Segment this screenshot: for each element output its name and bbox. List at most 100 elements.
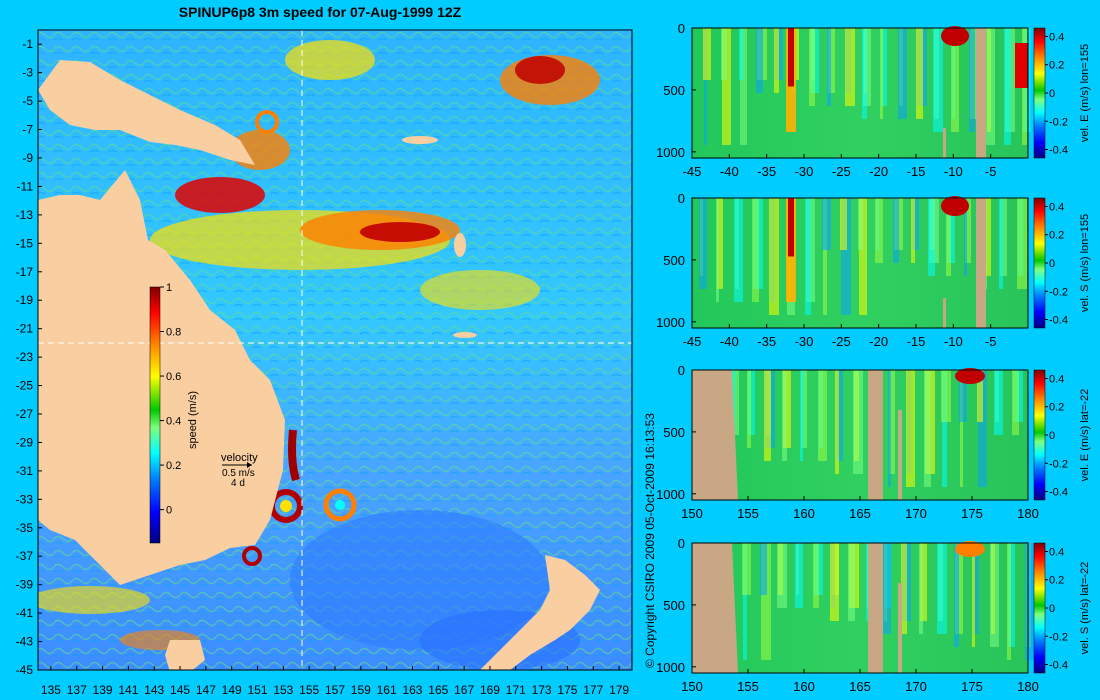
map-y-tick-label: -41	[16, 606, 34, 620]
map-y-tick-label: -29	[16, 435, 34, 449]
map-x-tick-label: 175	[557, 683, 577, 697]
section-x-tick-label: -15	[907, 334, 926, 349]
map-colorbar: 1 0.8 0.6 0.4 0.2 0 speed (m/s)	[149, 282, 199, 544]
map-y-tick-label: -17	[16, 265, 34, 279]
section-y-tick-label: 500	[663, 598, 685, 613]
map-colorbar-tick-label: 0.2	[166, 460, 181, 472]
section-colorbar-label: vel. E (m/s) lon=155	[1079, 44, 1091, 142]
section-x-tick-label: -25	[832, 164, 851, 179]
map-x-tick-label: 177	[583, 683, 603, 697]
map-x-tick-label: 153	[273, 683, 293, 697]
map-x-tick-label: 169	[480, 683, 500, 697]
map-x-tick-label: 141	[118, 683, 138, 697]
section-colorbar-tick-label: -0.4	[1049, 145, 1068, 157]
figure-title: SPINUP6p8 3m speed for 07-Aug-1999 12Z	[178, 4, 462, 20]
section-colorbar-tick-label: 0	[1049, 430, 1055, 442]
section-y-tick-label: 1000	[656, 315, 685, 330]
map-x-tick-label: 147	[196, 683, 216, 697]
section-land	[976, 198, 986, 328]
section-x-tick-label: -25	[832, 334, 851, 349]
section-colorbar-tick-label: 0.2	[1049, 402, 1064, 414]
map-y-tick-label: -11	[17, 179, 34, 193]
map-colorbar-tick-label: 0.8	[166, 327, 181, 339]
map-colorbar-tick-label: 0.4	[166, 416, 181, 428]
map-x-tick-label: 167	[454, 683, 474, 697]
map-x-tick-label: 143	[144, 683, 164, 697]
map-colorbar-tick-label: 0.6	[166, 371, 181, 383]
map-y-tick-label: -33	[16, 492, 34, 506]
map-x-tick-label: 155	[299, 683, 319, 697]
velocity-key-time: 4 d	[231, 478, 245, 489]
section-y-tick-label: 1000	[656, 487, 685, 502]
velocity-key-title: velocity	[221, 452, 258, 464]
section-x-tick-label: 155	[737, 506, 759, 521]
section-colorbar-tick-label: -0.2	[1049, 458, 1068, 470]
section-x-tick-label: -5	[985, 164, 997, 179]
map-y-tick-label: -25	[16, 379, 34, 393]
section-land	[976, 28, 986, 158]
map-y-tick-label: -3	[22, 66, 33, 80]
map-colorbar-label: speed (m/s)	[187, 391, 199, 449]
map-y-tick-label: -7	[22, 123, 33, 137]
section-x-tick-label: -20	[869, 164, 888, 179]
map-y-tick-label: -43	[16, 635, 34, 649]
map-y-axis: -1 -3 -5 -7 -9 -11 -13 -15 -17 -19 -21 -23 -25 -27 -29…	[16, 37, 42, 677]
section-x-tick-label: 150	[681, 506, 703, 521]
section-y-tick-label: 500	[663, 253, 685, 268]
section-colorbar-tick-label: 0	[1049, 258, 1055, 270]
section-x-tick-label: -35	[757, 164, 776, 179]
section-x-tick-label: 160	[793, 506, 815, 521]
section-x-tick-label: -5	[985, 334, 997, 349]
section-x-tick-label: 160	[793, 679, 815, 694]
map-x-tick-label: 165	[428, 683, 448, 697]
section-colorbar-label: vel. E (m/s) lat=-22	[1079, 389, 1091, 482]
map-y-tick-label: -31	[16, 464, 34, 478]
map-y-tick-label: -39	[16, 578, 34, 592]
map-y-tick-label: -13	[16, 208, 34, 222]
section-x-tick-label: -20	[869, 334, 888, 349]
section-colorbar-tick-label: -0.4	[1049, 487, 1068, 499]
section-y-tick-label: 0	[678, 191, 685, 206]
map-y-tick-label: -15	[16, 236, 34, 250]
section-x-tick-label: -15	[907, 164, 926, 179]
section-y-tick-label: 0	[678, 21, 685, 36]
map-x-tick-label: 179	[609, 683, 629, 697]
section-colorbar-tick-label: -0.2	[1049, 631, 1068, 643]
map-y-tick-label: -21	[16, 322, 34, 336]
map-y-tick-label: -27	[16, 407, 34, 421]
map-x-tick-label: 159	[351, 683, 371, 697]
section-y-tick-label: 500	[663, 83, 685, 98]
map-x-tick-label: 139	[93, 683, 113, 697]
map-x-tick-label: 151	[248, 683, 268, 697]
map-colorbar-tick-label: 1	[166, 282, 172, 294]
section-land	[692, 543, 738, 673]
land-new-guinea	[38, 60, 255, 165]
section-x-tick-label: -40	[720, 164, 739, 179]
section-land	[692, 370, 738, 500]
section-colorbar-tick-label: 0.2	[1049, 230, 1064, 242]
section-colorbar	[1033, 197, 1046, 329]
section-y-tick-label: 1000	[656, 145, 685, 160]
section-x-tick-label: -35	[757, 334, 776, 349]
map-panel: 135 137 139 141 143 145 147 149 151 153 155 157 159 1…	[16, 29, 633, 697]
section-y-tick-label: 1000	[656, 660, 685, 675]
section-x-tick-label: 165	[849, 679, 871, 694]
section-panel-1: 0 500 1000 -45 -40 -35 -30 -25 -20 -15 -10 -5 0.4 0.2…	[656, 21, 1091, 179]
section-x-tick-label: -45	[683, 164, 702, 179]
map-x-axis: 135 137 139 141 143 145 147 149 151 153 155 157 159 1…	[41, 666, 629, 697]
section-y-tick-label: 0	[678, 536, 685, 551]
map-x-tick-label: 135	[41, 683, 61, 697]
section-panel-4: 0 500 1000 150 155 160 165 170 175 180 0.4 0.2 0 -0.2…	[656, 536, 1091, 694]
land-australia	[38, 170, 285, 585]
map-x-tick-label: 173	[532, 683, 552, 697]
section-colorbar-tick-label: -0.2	[1049, 286, 1068, 298]
section-colorbar-label: vel. S (m/s) lat=-22	[1079, 562, 1091, 655]
section-x-tick-label: -45	[683, 334, 702, 349]
section-y-tick-label: 500	[663, 425, 685, 440]
section-colorbar-tick-label: 0.2	[1049, 60, 1064, 72]
section-colorbar	[1033, 369, 1046, 501]
section-colorbar-tick-label: 0.4	[1049, 546, 1064, 558]
section-x-tick-label: -30	[795, 164, 814, 179]
velocity-key: velocity 0.5 m/s 4 d	[221, 452, 258, 489]
